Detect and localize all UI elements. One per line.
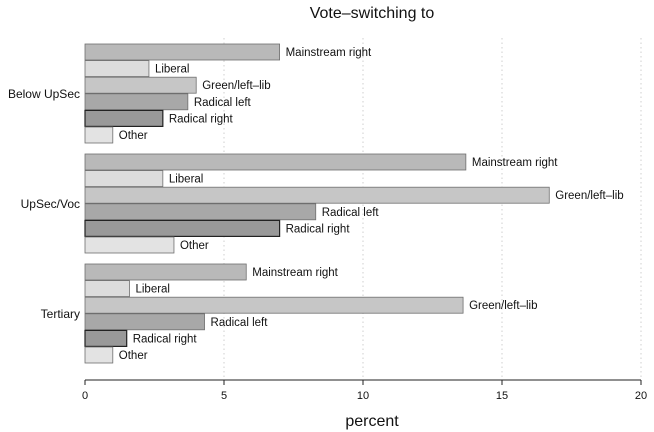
x-tick-label-1: 5 xyxy=(221,390,227,402)
bar-0-0 xyxy=(84,43,281,61)
group-labels: Below UpSec UpSec/Voc Tertiary xyxy=(8,87,80,321)
group-label-2: Tertiary xyxy=(41,307,80,321)
x-tick-label-0: 0 xyxy=(82,390,88,402)
bar-label-1-3: Radical left xyxy=(322,207,380,219)
bar-0-2 xyxy=(84,76,197,94)
bar-2-3 xyxy=(84,313,205,331)
bar-label-0-4: Radical right xyxy=(169,113,234,125)
bar-label-2-1: Liberal xyxy=(135,284,170,296)
bar-label-2-0: Mainstream right xyxy=(252,267,338,279)
chart-title: Vote–switching to xyxy=(310,5,435,22)
bar-1-1 xyxy=(84,170,164,188)
bar-2-0 xyxy=(84,263,247,281)
group-label-0: Below UpSec xyxy=(8,87,80,101)
bar-label-1-4: Radical right xyxy=(286,223,351,235)
bar-2-4 xyxy=(84,329,128,347)
bar-label-1-1: Liberal xyxy=(169,174,204,186)
bar-0-4 xyxy=(84,109,164,128)
x-tick-label-2: 10 xyxy=(357,390,369,402)
bar-label-2-5: Other xyxy=(119,350,148,362)
bar-1-4 xyxy=(84,219,281,237)
bar-1-0 xyxy=(84,153,467,171)
bars: Mainstream right Liberal Green/left–lib Rad… xyxy=(84,43,624,364)
bar-label-1-0: Mainstream right xyxy=(472,157,558,169)
bar-label-1-5: Other xyxy=(180,240,209,252)
bar-0-3 xyxy=(84,93,189,111)
bar-2-5 xyxy=(84,346,114,364)
x-axis: 0 5 10 15 20 xyxy=(82,379,647,402)
bar-label-0-1: Liberal xyxy=(155,64,190,76)
bar-1-2 xyxy=(84,186,550,204)
bar-label-2-3: Radical left xyxy=(211,317,269,329)
bar-label-2-2: Green/left–lib xyxy=(469,300,537,312)
bar-label-0-0: Mainstream right xyxy=(286,47,372,59)
bar-label-2-4: Radical right xyxy=(133,333,198,345)
bar-label-0-5: Other xyxy=(119,130,148,142)
bar-0-1 xyxy=(84,60,150,77)
group-label-1: UpSec/Voc xyxy=(21,197,80,211)
bar-label-1-2: Green/left–lib xyxy=(555,190,623,202)
x-tick-label-3: 15 xyxy=(496,390,508,402)
bar-label-0-2: Green/left–lib xyxy=(202,80,270,92)
x-axis-label: percent xyxy=(345,413,399,430)
bar-1-5 xyxy=(84,236,175,254)
bar-0-5 xyxy=(84,126,114,144)
x-tick-label-4: 20 xyxy=(635,390,647,402)
bar-1-3 xyxy=(84,203,317,221)
bar-2-2 xyxy=(84,296,464,314)
bar-label-0-3: Radical left xyxy=(194,97,252,109)
bar-2-1 xyxy=(84,280,130,298)
